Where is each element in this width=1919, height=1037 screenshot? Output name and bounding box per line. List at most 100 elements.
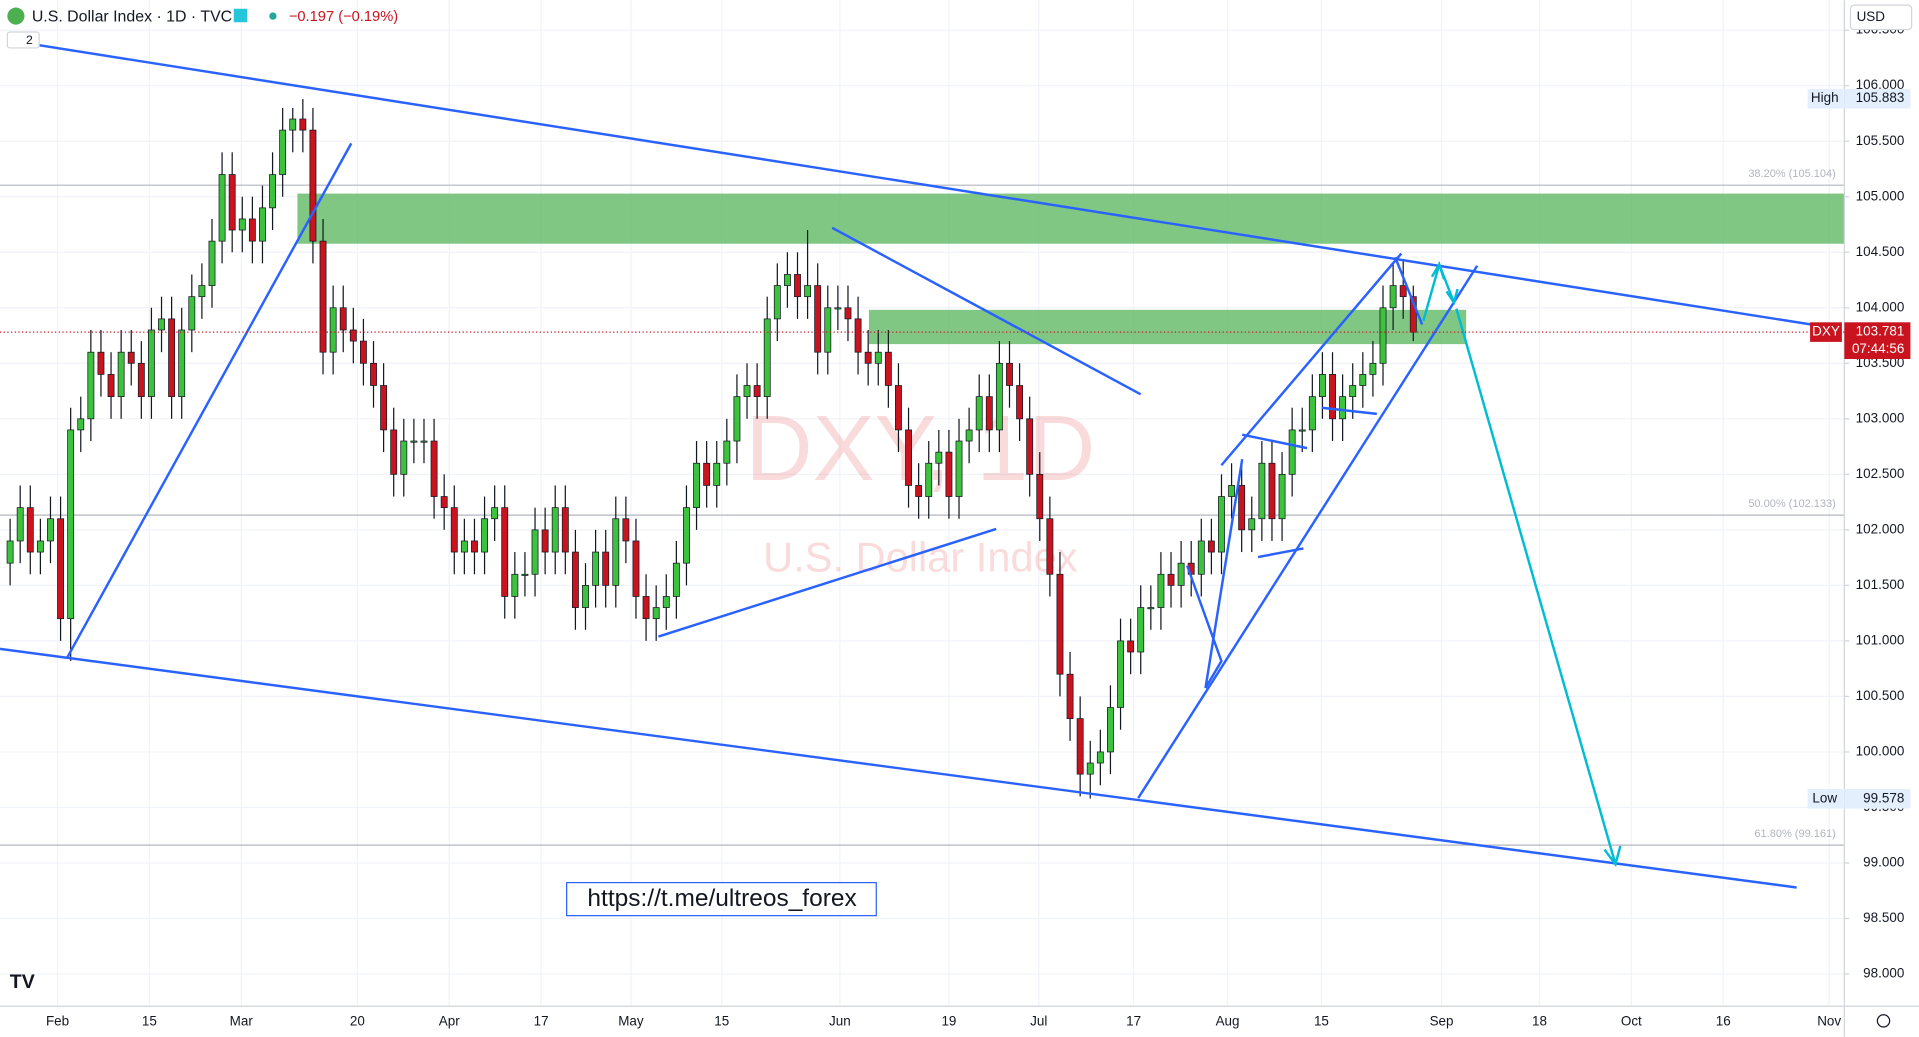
arrow: [1455, 308, 1617, 865]
settings-icon[interactable]: [1876, 1014, 1891, 1028]
x-axis: Feb 15 Mar 20 Apr 17 May 15 Jun 19 Jul 17 Aug 15 Sep 18…: [46, 1014, 1841, 1029]
candle-body: [1349, 385, 1357, 397]
y-tick-label: 102.000: [1856, 521, 1905, 536]
candle-body: [491, 507, 499, 520]
candle-body: [925, 462, 933, 497]
candle-body: [1036, 473, 1044, 520]
candle-body: [1117, 640, 1124, 708]
candle-body: [319, 240, 327, 353]
y-tick-label: 105.000: [1856, 188, 1905, 203]
channel-bottom: [0, 647, 1797, 889]
x-tick-label: Nov: [1817, 1014, 1841, 1029]
x-tick-label: Mar: [230, 1014, 254, 1029]
candle-body: [763, 318, 771, 397]
x-tick-label: Aug: [1216, 1014, 1240, 1029]
candle-body: [995, 362, 1003, 431]
last-price-box: [1844, 322, 1911, 360]
candle-body: [501, 507, 509, 597]
candle-body: [1177, 562, 1185, 586]
y-tick-label: 98.500: [1863, 910, 1904, 925]
candle-body: [299, 118, 307, 131]
trendline: [1220, 252, 1403, 467]
candle-body: [672, 562, 680, 597]
candle-body: [1026, 418, 1034, 475]
candle-body: [1107, 707, 1114, 753]
candle-body: [26, 507, 34, 553]
candle-body: [1228, 485, 1236, 497]
y-tick-label: 104.000: [1856, 299, 1905, 314]
candle-body: [460, 540, 468, 553]
candle-body: [1339, 396, 1347, 420]
y-tick-label: 103.000: [1856, 410, 1905, 425]
candle-body: [309, 129, 317, 242]
last-price-value: 103.781: [1856, 324, 1905, 339]
candle-body: [1127, 640, 1135, 653]
candle-body: [228, 174, 236, 231]
candle-body: [541, 529, 549, 553]
candle-body: [622, 518, 630, 542]
candle-body: [1167, 573, 1175, 586]
extreme-value: 105.883: [1856, 90, 1905, 105]
y-tick-label: 101.000: [1856, 632, 1905, 647]
link-box: [566, 881, 877, 917]
x-tick-label: 16: [1716, 1014, 1731, 1029]
candle-body: [521, 573, 529, 576]
candle-body: [794, 274, 801, 298]
candle-body: [1399, 285, 1407, 298]
candle-body: [1268, 462, 1276, 520]
flag-icon[interactable]: [233, 8, 248, 23]
arrow-head: [1445, 288, 1459, 306]
supply-zone: [868, 309, 1467, 345]
indicator-toggle[interactable]: [6, 31, 40, 49]
extreme-label: Low: [1812, 790, 1837, 805]
candle-body: [1066, 673, 1074, 719]
candle-body: [238, 218, 246, 231]
status-dot: [269, 12, 277, 20]
candle-body: [531, 529, 539, 575]
extreme-tag: [1807, 788, 1844, 809]
extreme-box: [1844, 88, 1911, 109]
candle-body: [359, 340, 367, 364]
extreme-value: 99.578: [1863, 790, 1904, 805]
candle-body: [824, 307, 832, 353]
candle-body: [1016, 385, 1024, 420]
candle-body: [6, 540, 14, 564]
candle-body: [955, 440, 963, 497]
candle-body: [602, 551, 610, 586]
candle-body: [723, 440, 731, 464]
symbol-icon: [7, 7, 25, 25]
trendline: [1241, 433, 1308, 450]
candle-body: [137, 362, 145, 397]
countdown: 07:44:56: [1852, 341, 1904, 356]
candle-body: [1379, 307, 1387, 364]
fib-levels: 38.20% (105.104) 50.00% (102.133) 61.80% (…: [0, 168, 1845, 846]
candle-body: [380, 385, 388, 431]
currency-button[interactable]: [1849, 4, 1913, 31]
candle-body: [693, 462, 700, 509]
candle-body: [97, 351, 105, 375]
y-tick-label: 98.000: [1863, 966, 1904, 981]
candle-body: [965, 429, 973, 442]
candle-body: [1389, 285, 1397, 309]
fib-label: 38.20% (105.104): [1748, 168, 1835, 180]
candle-body: [935, 451, 943, 464]
candle-body: [1238, 485, 1246, 531]
x-tick-label: 15: [1314, 1014, 1329, 1029]
channel-top: [9, 39, 1812, 326]
candle-body: [1207, 540, 1215, 553]
candle-body: [1278, 473, 1286, 520]
candles: [6, 99, 1417, 799]
candle-body: [753, 385, 761, 397]
candle-body: [410, 440, 418, 443]
candle-body: [107, 374, 115, 397]
currency: USD: [1857, 9, 1886, 24]
x-tick-label: Apr: [439, 1014, 460, 1029]
candle-body: [450, 507, 458, 553]
candle-body: [178, 329, 186, 397]
candle-body: [703, 462, 711, 486]
candle-body: [168, 318, 176, 397]
candle-body: [1359, 374, 1367, 386]
x-tick-label: 17: [1126, 1014, 1141, 1029]
candle-body: [208, 240, 216, 286]
link[interactable]: https://t.me/ultreos_forex: [587, 885, 856, 912]
